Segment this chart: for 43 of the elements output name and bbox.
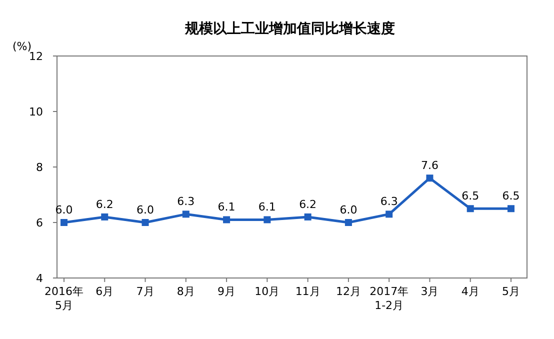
point (344, 219, 352, 226)
point (182, 210, 190, 218)
x-tick-label: 4月 (461, 285, 480, 298)
point (60, 219, 68, 226)
x-tick-label: 11月 (295, 285, 320, 298)
data-label: 7.6 (420, 159, 438, 172)
x-tick-label: 7月 (136, 285, 154, 298)
x-tick-label: 10月 (254, 285, 280, 298)
data-label: 6.3 (177, 195, 195, 208)
data-label: 6.0 (340, 204, 358, 216)
y-tick-label: 4 (36, 272, 43, 285)
data-label: 6.0 (55, 204, 73, 216)
point (466, 205, 474, 212)
point (508, 205, 514, 212)
point (101, 213, 108, 220)
data-label: 6.2 (299, 198, 317, 211)
chart-title: 规模以上工业增加值同比增长速度 (184, 20, 395, 37)
y-tick-label: 6 (36, 216, 43, 230)
data-label: 6.5 (462, 190, 480, 203)
x-tick-label: 2016年 5月 (44, 285, 84, 312)
point (223, 216, 230, 224)
x-tick-label: 5月 (502, 285, 520, 298)
data-label: 6.3 (380, 195, 398, 208)
y-tick-label: 10 (29, 106, 43, 118)
x-tick-label: 9月 (218, 285, 236, 298)
data-label: 6.2 (96, 198, 114, 211)
x-tick-label: 6月 (96, 285, 114, 298)
x-tick-label: 3月 (420, 285, 439, 298)
point (426, 174, 434, 182)
data-label: 6.0 (136, 204, 154, 216)
data-label: 6.1 (218, 200, 236, 214)
point (304, 213, 312, 220)
x-tick-label: 8月 (176, 285, 195, 298)
x-tick-label: 2017年 1-2月 (370, 285, 409, 312)
point (142, 219, 149, 226)
y-axis-title: (%) (12, 40, 32, 53)
y-tick-label: 12 (29, 50, 43, 63)
point (264, 216, 271, 224)
point (386, 210, 393, 218)
y-tick-label: 8 (36, 161, 43, 174)
data-label: 6.5 (502, 190, 520, 203)
x-tick-label: 12月 (336, 285, 361, 298)
data-label: 6.1 (258, 200, 276, 214)
